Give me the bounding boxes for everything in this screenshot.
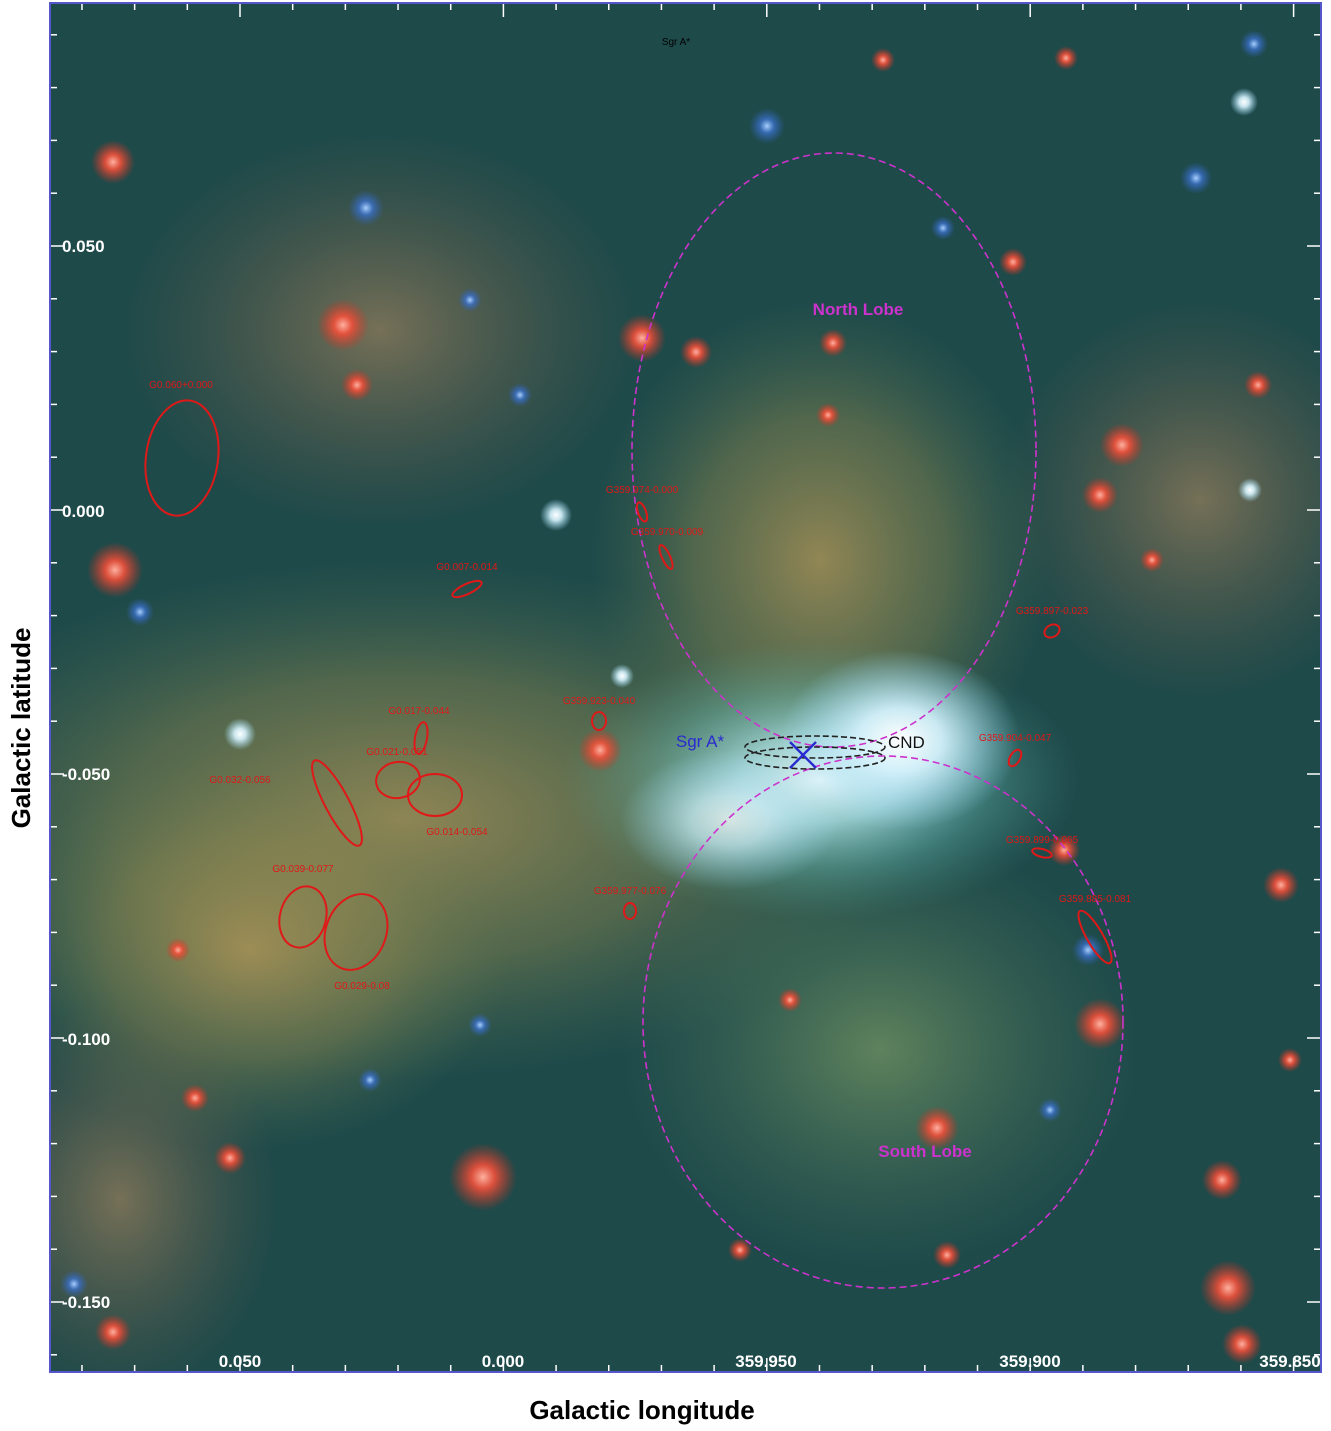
source-label: G0.017-0.044 [388,706,450,717]
source-ellipse [1043,623,1061,639]
source-label: G0.007-0.014 [436,562,498,573]
source-label: G0.060+0.000 [149,380,213,391]
source-label: G359.974-0.000 [606,485,679,496]
source-ellipse [635,501,649,523]
source-ellipse [144,399,220,517]
y-tick-label: 0.050 [62,237,105,256]
overlay: G0.060+0.000 G359.974-0.000 G359.970-0.0… [144,37,1132,1289]
cnd-ellipse-inner [744,746,886,770]
y-tick-label: 0.000 [62,502,105,521]
source-ellipse [591,711,607,731]
source-ellipse [451,579,483,599]
source-ellipse [278,885,328,949]
source-ellipse [311,759,363,847]
source-label: G359.897-0.023 [1016,606,1089,617]
cnd-ellipse-outer [744,735,886,759]
source-label: G359.923-0.040 [563,696,636,707]
y-tick-label: -0.050 [62,765,110,784]
x-tick-label: 359.900 [999,1352,1060,1371]
source-ellipse [658,544,674,570]
source-ellipses [144,399,1113,971]
source-label: G0.014-0.054 [426,827,488,838]
sgr-a-marker [789,741,817,769]
source-label: G359.885-0.081 [1059,894,1132,905]
south-lobe-ellipse [642,755,1124,1289]
x-tick-label: 0.000 [482,1352,525,1371]
x-tick-label: 359.950 [735,1352,796,1371]
x-tick-label: 359.850 [1259,1352,1320,1371]
x-axis-title: Galactic longitude [529,1395,754,1425]
north-lobe-ellipse [631,152,1037,748]
source-label: G359.970-0.009 [631,527,704,538]
source-ellipse [1007,748,1023,768]
source-ellipse [623,902,637,920]
source-label: G359.977-0.076 [594,886,667,897]
plot-frame [49,2,1322,1373]
y-tick-label: -0.100 [62,1030,110,1049]
source-ellipse [1077,909,1113,965]
y-axis-title: Galactic latitude [6,628,36,829]
source-label: G0.021-0.051 [366,747,428,758]
source-label: G0.039-0.077 [272,864,334,875]
top-label: Sgr A* [662,37,690,48]
source-ellipse [1031,847,1053,859]
axis-ticks [50,3,1321,1372]
x-tick-label: 0.050 [219,1352,262,1371]
source-ellipse [407,773,463,817]
source-ellipse [323,893,389,971]
cnd-label: CND [888,733,925,752]
y-tick-label: -0.150 [62,1293,110,1312]
source-label: G359.904-0.047 [979,733,1052,744]
source-label: G359.899-0.065 [1006,835,1079,846]
source-ellipse [413,721,429,755]
sgr-a-label: Sgr A* [676,732,725,751]
north-lobe-label: North Lobe [813,300,904,319]
source-label: G0.032-0.056 [209,775,271,786]
source-label: G0.029-0.08 [334,981,390,992]
source-ellipse [375,760,421,800]
sky-image [50,3,1321,1372]
south-lobe-label: South Lobe [878,1142,971,1161]
